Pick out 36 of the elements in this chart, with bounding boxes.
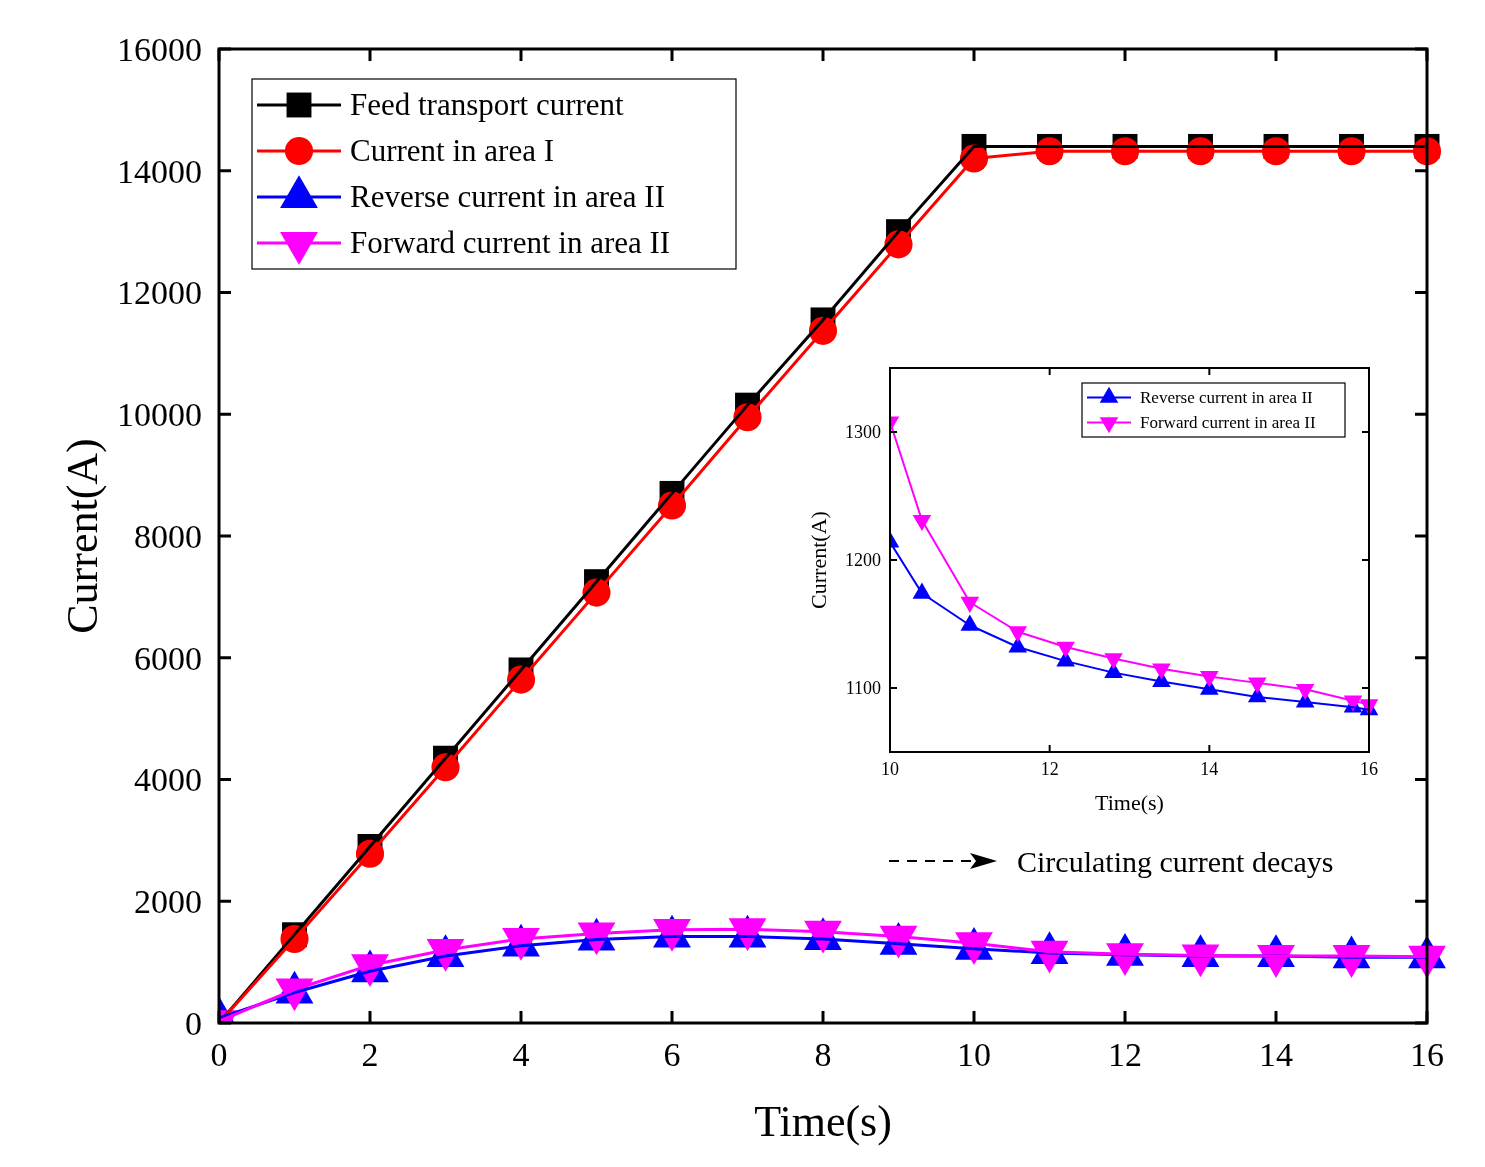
y-tick-label: 16000 xyxy=(117,30,202,68)
x-axis-title: Time(s) xyxy=(754,1096,892,1146)
annotation: Circulating current decays xyxy=(1017,845,1334,878)
x-tick-label: 4 xyxy=(512,1035,530,1073)
y-axis-title: Current(A) xyxy=(805,511,831,609)
y-tick-label: 12000 xyxy=(117,274,202,312)
y-tick-label: 8000 xyxy=(134,517,202,555)
y-tick-label: 0 xyxy=(185,1004,202,1042)
y-tick-label: 4000 xyxy=(134,761,202,799)
legend-label: Reverse current in area II xyxy=(350,179,665,215)
x-tick-label: 8 xyxy=(814,1035,832,1073)
x-tick-label: 14 xyxy=(1200,758,1219,779)
x-tick-label: 12 xyxy=(1108,1035,1142,1073)
legend-label: Forward current in area II xyxy=(350,225,671,261)
legend-label: Current in area I xyxy=(350,133,554,169)
x-tick-label: 10 xyxy=(881,758,899,779)
y-tick-label: 1200 xyxy=(845,550,881,571)
x-tick-label: 6 xyxy=(663,1035,681,1073)
x-tick-label: 16 xyxy=(1410,1035,1444,1073)
x-tick-label: 12 xyxy=(1040,758,1059,779)
y-tick-label: 1100 xyxy=(845,678,881,699)
legend-label: Reverse current in area II xyxy=(1140,388,1314,408)
x-tick-label: 14 xyxy=(1259,1035,1293,1073)
y-tick-label: 1300 xyxy=(845,422,881,443)
legend-label: Feed transport current xyxy=(350,87,625,123)
x-tick-label: 0 xyxy=(210,1035,228,1073)
y-tick-label: 10000 xyxy=(117,396,202,434)
y-tick-label: 14000 xyxy=(117,152,202,190)
x-tick-label: 2 xyxy=(361,1035,379,1073)
y-axis-title: Current(A) xyxy=(58,438,107,634)
y-tick-label: 6000 xyxy=(134,639,202,677)
x-tick-label: 10 xyxy=(957,1035,991,1073)
x-axis-title: Time(s) xyxy=(1095,789,1164,815)
x-tick-label: 16 xyxy=(1360,758,1378,779)
legend-label: Forward current in area II xyxy=(1140,413,1316,433)
y-tick-label: 2000 xyxy=(134,883,202,921)
